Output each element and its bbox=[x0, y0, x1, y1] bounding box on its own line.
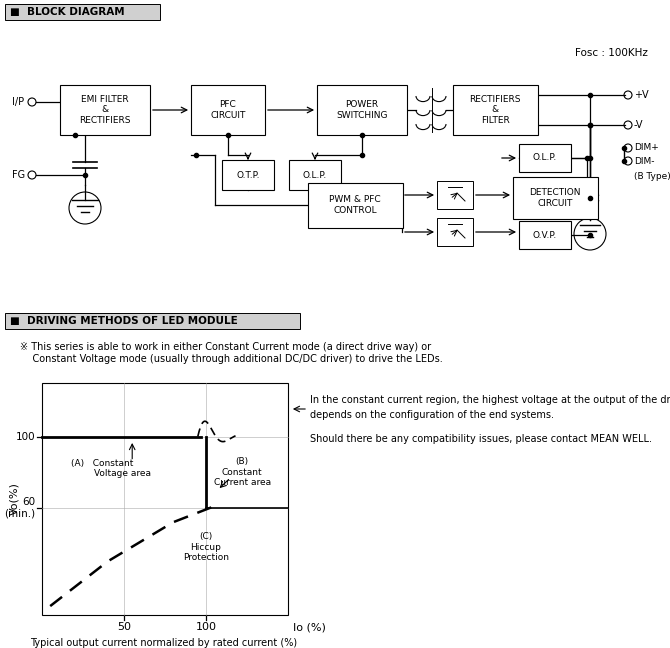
Text: O.V.P.: O.V.P. bbox=[533, 231, 557, 240]
Text: ■  DRIVING METHODS OF LED MODULE: ■ DRIVING METHODS OF LED MODULE bbox=[10, 316, 238, 326]
Text: O.L.P.: O.L.P. bbox=[303, 170, 327, 179]
Text: O.T.P.: O.T.P. bbox=[237, 170, 260, 179]
Text: depends on the configuration of the end systems.: depends on the configuration of the end … bbox=[310, 410, 554, 420]
Text: 60
(min.): 60 (min.) bbox=[4, 497, 35, 518]
Text: PFC
CIRCUIT: PFC CIRCUIT bbox=[210, 100, 246, 120]
Text: 50: 50 bbox=[117, 622, 131, 632]
Bar bbox=[452, 85, 537, 135]
Text: In the constant current region, the highest voltage at the output of the driver: In the constant current region, the high… bbox=[310, 395, 670, 405]
Bar bbox=[308, 183, 403, 227]
Text: (C)
Hiccup
Protection: (C) Hiccup Protection bbox=[183, 532, 229, 562]
Bar bbox=[519, 221, 571, 249]
Text: FG: FG bbox=[12, 170, 25, 180]
Text: (A)   Constant
        Voltage area: (A) Constant Voltage area bbox=[71, 459, 151, 478]
Bar bbox=[317, 85, 407, 135]
Text: EMI FILTER
&
RECTIFIERS: EMI FILTER & RECTIFIERS bbox=[79, 95, 131, 125]
Bar bbox=[42, 383, 288, 615]
Text: Should there be any compatibility issues, please contact MEAN WELL.: Should there be any compatibility issues… bbox=[310, 434, 652, 444]
Text: Io (%): Io (%) bbox=[293, 622, 326, 632]
Text: 100: 100 bbox=[15, 432, 35, 441]
Text: ※ This series is able to work in either Constant Current mode (a direct drive wa: ※ This series is able to work in either … bbox=[20, 342, 431, 352]
Bar bbox=[60, 85, 150, 135]
Text: POWER
SWITCHING: POWER SWITCHING bbox=[336, 100, 388, 120]
Bar bbox=[519, 144, 571, 172]
Text: PWM & PFC
CONTROL: PWM & PFC CONTROL bbox=[329, 195, 381, 214]
Text: DIM+: DIM+ bbox=[634, 143, 659, 152]
Text: Vo(%): Vo(%) bbox=[9, 483, 19, 515]
Text: -V: -V bbox=[634, 120, 643, 130]
Text: RECTIFIERS
&
FILTER: RECTIFIERS & FILTER bbox=[469, 95, 521, 125]
Bar bbox=[191, 85, 265, 135]
Text: Fosc : 100KHz: Fosc : 100KHz bbox=[575, 48, 648, 58]
Bar bbox=[513, 177, 598, 219]
Bar bbox=[5, 4, 160, 20]
Bar bbox=[222, 160, 274, 190]
Text: 100: 100 bbox=[196, 622, 216, 632]
Text: Typical output current normalized by rated current (%): Typical output current normalized by rat… bbox=[30, 638, 297, 648]
Text: +V: +V bbox=[634, 90, 649, 100]
Text: DIM-: DIM- bbox=[634, 157, 655, 165]
Text: DETECTION
CIRCUIT: DETECTION CIRCUIT bbox=[529, 189, 581, 208]
Bar bbox=[437, 181, 473, 209]
Text: Constant Voltage mode (usually through additional DC/DC driver) to drive the LED: Constant Voltage mode (usually through a… bbox=[20, 354, 443, 364]
Text: (B)
Constant
Current area: (B) Constant Current area bbox=[214, 457, 271, 487]
Bar bbox=[5, 313, 300, 329]
Text: I/P: I/P bbox=[12, 97, 24, 107]
Bar bbox=[437, 218, 473, 246]
Text: O.L.P.: O.L.P. bbox=[533, 154, 557, 163]
Bar bbox=[289, 160, 341, 190]
Text: (B Type): (B Type) bbox=[634, 172, 670, 181]
Text: ■  BLOCK DIAGRAM: ■ BLOCK DIAGRAM bbox=[10, 7, 125, 17]
